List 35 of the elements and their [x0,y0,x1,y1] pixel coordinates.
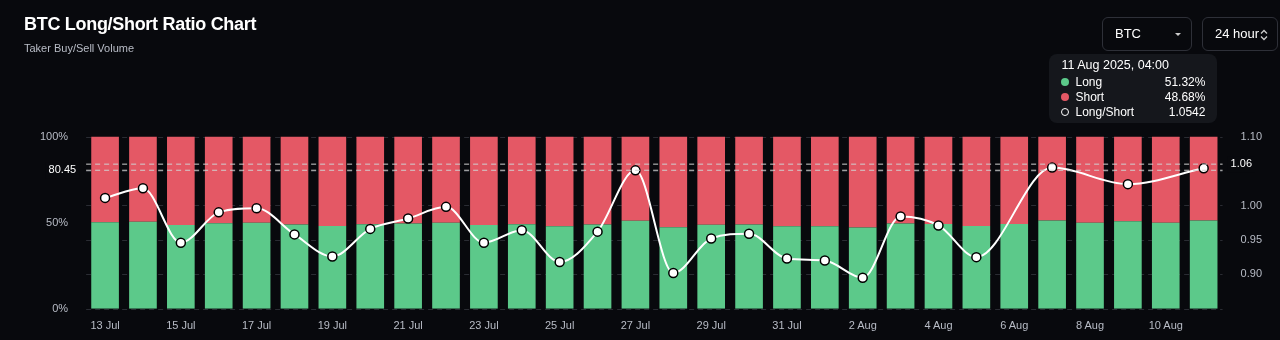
x-tick-label: 17 Jul [241,319,272,332]
y-tick-label: 100% [39,129,69,142]
y-tick-label: 50% [46,215,69,228]
legend-label: Short [1075,89,1106,104]
text: 24 hour [1215,26,1260,41]
y2-tick-label: 1.00 [1240,198,1263,211]
x-tick-label: 27 Jul [620,319,651,332]
x-tick-label: 15 Jul [166,319,196,332]
chart-subtitle: Taker Buy/Sell Volume [24,42,135,54]
y2-tick-label: 0.90 [1240,267,1263,280]
y2-tick-label: 1.10 [1240,129,1263,142]
y-tick-label: 0% [52,301,69,314]
text: BTC [1115,26,1141,41]
text: 11 Aug 2025, 04:00 [1061,58,1170,72]
x-tick-label: 6 Aug [1000,319,1029,332]
y2-tick-label: 0.95 [1240,232,1263,245]
text: 48.68% [1164,89,1206,104]
legend-label: Long [1075,74,1104,89]
x-tick-label: 4 Aug [924,319,953,332]
x-tick-label: 8 Aug [1075,319,1105,332]
chart-title: BTC Long/Short Ratio Chart [24,14,257,35]
text: 1.0542 [1168,104,1206,119]
x-tick-label: 31 Jul [772,319,802,332]
x-tick-label: 19 Jul [317,319,348,332]
text: 51.32% [1164,74,1206,89]
x-tick-label: 2 Aug [848,319,877,332]
legend-label: Long/Short [1075,104,1136,119]
x-tick-label: 23 Jul [469,319,499,332]
x-tick-label: 29 Jul [696,319,726,332]
x-tick-label: 13 Jul [90,319,120,332]
x-tick-label: 10 Aug [1148,319,1183,332]
x-tick-label: 21 Jul [393,319,423,332]
x-tick-label: 25 Jul [544,319,575,332]
ref-line-label: 1.06 [1230,157,1253,170]
ref-line-label: 80.45 [48,163,77,176]
